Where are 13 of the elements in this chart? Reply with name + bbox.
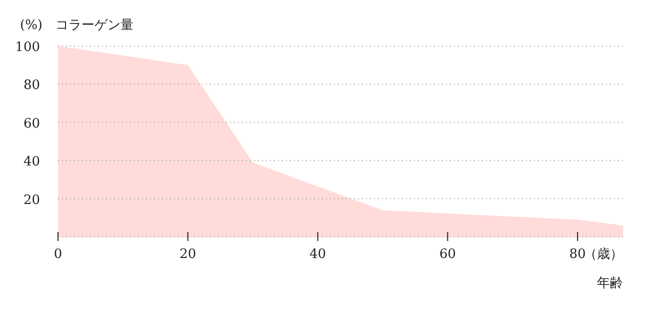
x-axis-title: 年齢 — [597, 276, 623, 291]
y-axis-title: (%) コラーゲン量 — [20, 18, 134, 33]
x-tick-label: 20 — [180, 247, 196, 262]
y-tick-label: 100 — [15, 40, 40, 55]
x-tick-label: 80 — [569, 247, 586, 262]
x-tick-label: 40 — [309, 247, 326, 262]
y-tick-label: 60 — [23, 116, 40, 132]
x-tick-label: 60 — [439, 247, 456, 262]
x-tick-label: 0 — [54, 247, 62, 262]
y-tick-label: 80 — [23, 78, 40, 94]
y-tick-label: 20 — [23, 192, 40, 208]
text: （歳） — [584, 247, 623, 262]
y-tick-label: 40 — [23, 154, 40, 170]
